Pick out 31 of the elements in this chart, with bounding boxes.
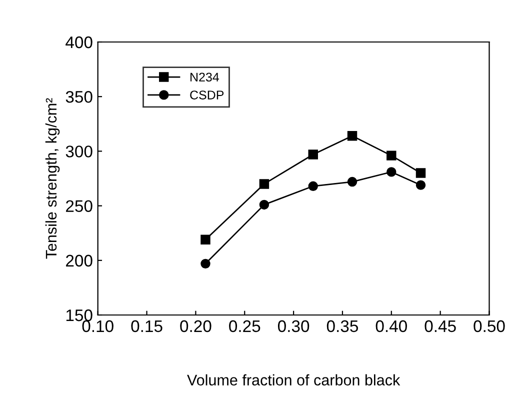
legend-label: N234	[190, 72, 220, 82]
point	[386, 167, 396, 177]
point	[386, 150, 396, 160]
x-tick-label: 0.45	[424, 320, 456, 332]
point	[308, 150, 318, 160]
y-tick-label: 350	[66, 91, 92, 103]
point	[416, 180, 426, 190]
legend-label: CSDP	[190, 90, 224, 100]
x-tick-label: 0.10	[82, 320, 114, 332]
point	[416, 168, 426, 178]
x-axis-title: Volume fraction of carbon black	[187, 374, 400, 386]
x-tick-label: 0.30	[278, 320, 310, 332]
x-tick-label: 0.25	[229, 320, 260, 332]
x-tick-label: 0.50	[474, 320, 505, 332]
point	[308, 181, 318, 192]
point	[259, 200, 270, 210]
x-tick-label: 0.40	[376, 320, 407, 332]
y-tick-label: 300	[66, 146, 92, 158]
y-tick-label: 250	[66, 200, 92, 212]
point	[259, 179, 270, 189]
y-tick-label: 400	[66, 36, 92, 48]
y-axis-title: Tensile strength, kg/cm²	[45, 98, 60, 259]
point	[200, 234, 210, 245]
y-tick-label: 200	[66, 254, 92, 267]
x-tick-label: 0.20	[180, 320, 212, 332]
y-tick-label: 150	[66, 309, 92, 322]
point	[347, 176, 358, 187]
x-tick-label: 0.35	[326, 320, 358, 332]
point	[200, 258, 210, 269]
x-tick-label: 0.15	[131, 320, 162, 332]
point	[347, 131, 358, 141]
